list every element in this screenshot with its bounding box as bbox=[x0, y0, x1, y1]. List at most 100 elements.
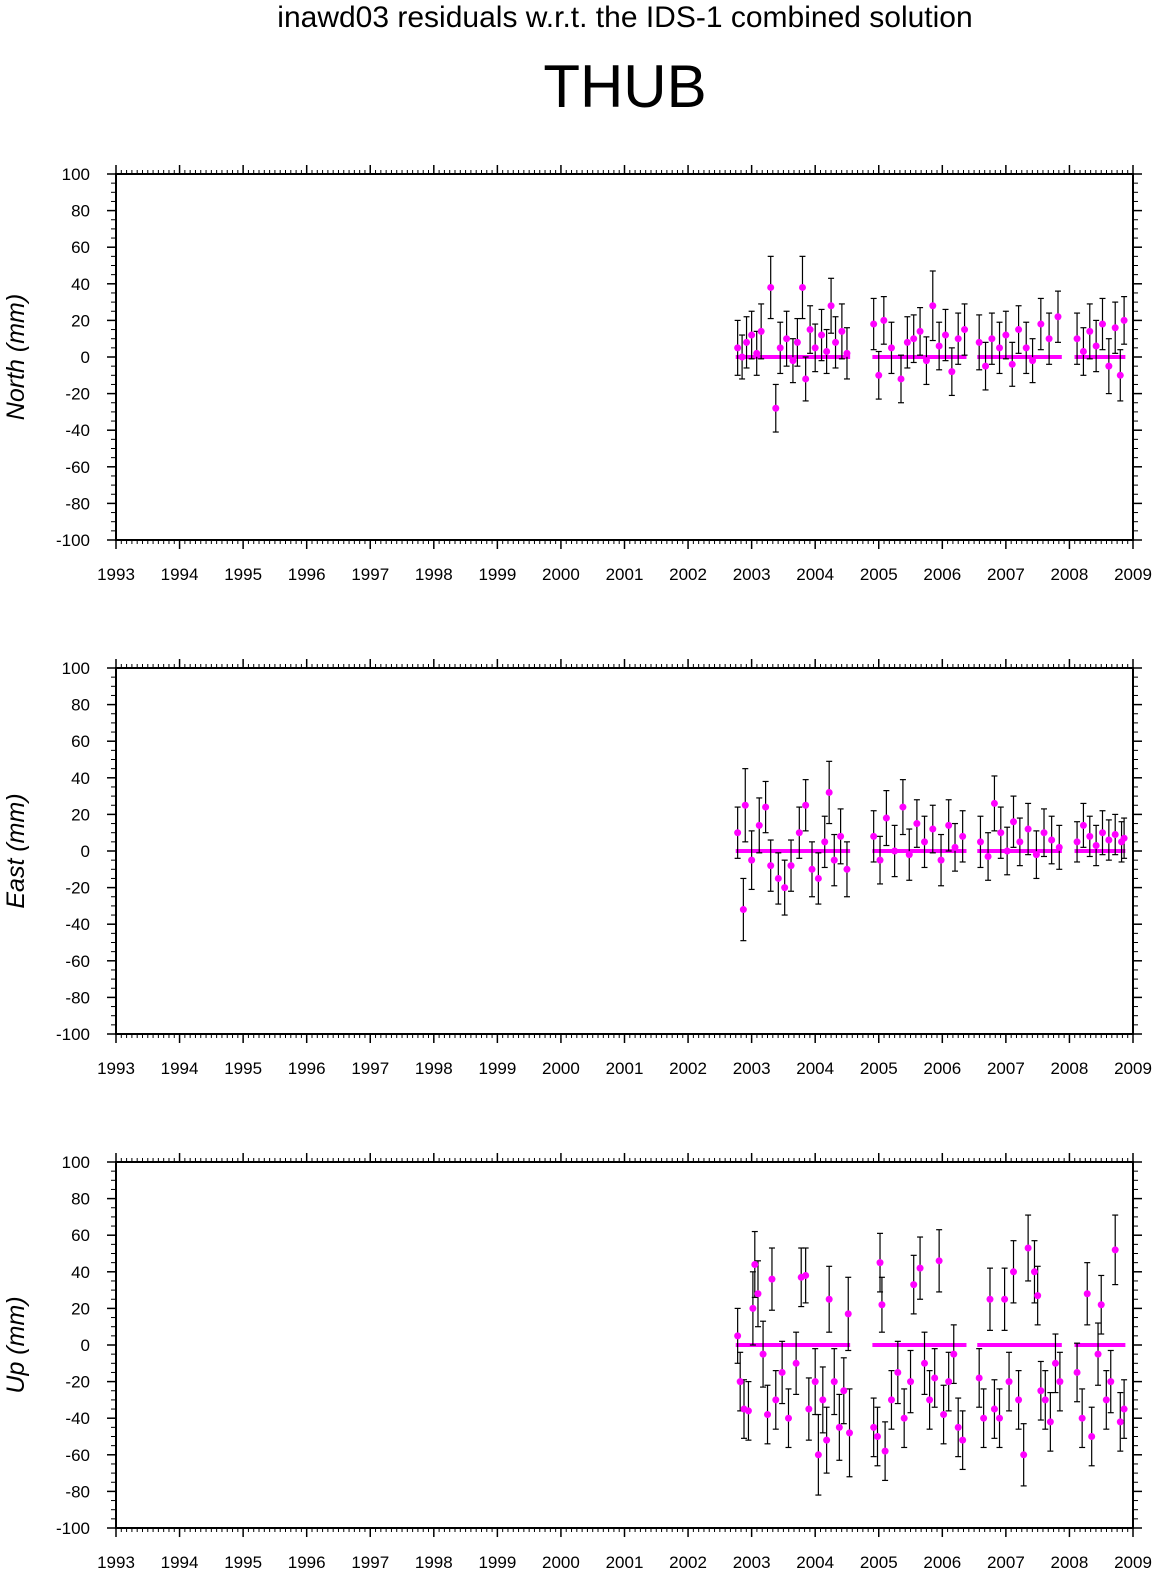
north-data-point bbox=[1008, 360, 1016, 368]
up-y-tick-label: -60 bbox=[65, 1446, 90, 1465]
east-data-point bbox=[741, 801, 749, 809]
up-data-point bbox=[1107, 1378, 1115, 1386]
east-data-point bbox=[921, 838, 929, 846]
east-x-tick-label: 1997 bbox=[351, 1059, 389, 1078]
east-data-point bbox=[1092, 842, 1100, 850]
up-x-tick-label: 2002 bbox=[669, 1553, 707, 1572]
north-x-tick-label: 2008 bbox=[1051, 565, 1089, 584]
up-data-point bbox=[846, 1429, 854, 1437]
east-y-tick-label: 0 bbox=[81, 842, 90, 861]
up-data-point bbox=[734, 1332, 742, 1340]
east-x-tick-label: 2005 bbox=[860, 1059, 898, 1078]
east-x-tick-label: 2004 bbox=[796, 1059, 834, 1078]
east-data-point bbox=[1098, 829, 1106, 837]
east-data-point bbox=[1024, 825, 1032, 833]
north-data-point bbox=[1105, 362, 1113, 370]
up-data-point bbox=[945, 1378, 953, 1386]
east-data-point bbox=[990, 799, 998, 807]
up-x-tick-label: 1998 bbox=[415, 1553, 453, 1572]
north-x-tick-label: 2004 bbox=[796, 565, 834, 584]
up-data-point bbox=[980, 1414, 988, 1422]
up-data-point bbox=[959, 1436, 967, 1444]
up-data-point bbox=[744, 1407, 752, 1415]
figure-subtitle: inawd03 residuals w.r.t. the IDS-1 combi… bbox=[277, 1, 972, 34]
east-x-tick-label: 2002 bbox=[669, 1059, 707, 1078]
up-data-point bbox=[990, 1405, 998, 1413]
north-x-tick-label: 1997 bbox=[351, 565, 389, 584]
up-data-point bbox=[940, 1411, 948, 1419]
east-data-point bbox=[1120, 834, 1128, 842]
up-y-tick-label: -20 bbox=[65, 1373, 90, 1392]
up-data-point bbox=[1005, 1378, 1013, 1386]
up-data-point bbox=[1088, 1433, 1096, 1440]
north-x-tick-label: 1994 bbox=[161, 565, 199, 584]
east-y-tick-label: 60 bbox=[71, 732, 90, 751]
north-y-tick-label: -40 bbox=[65, 421, 90, 440]
north-data-point bbox=[738, 353, 746, 361]
up-data-point bbox=[931, 1374, 939, 1382]
up-data-point bbox=[835, 1423, 843, 1431]
up-data-point bbox=[1015, 1396, 1023, 1404]
north-data-point bbox=[996, 344, 1004, 352]
up-data-point bbox=[1034, 1292, 1042, 1300]
east-data-point bbox=[891, 847, 899, 855]
east-data-point bbox=[734, 829, 742, 837]
north-data-point bbox=[757, 327, 765, 335]
up-data-point bbox=[819, 1396, 827, 1404]
north-y-tick-label: -80 bbox=[65, 494, 90, 513]
north-tick-labels: 1993 1994 1995 1996 1997 1998 1999 2000 2001 2002… bbox=[56, 165, 1152, 584]
north-data-point bbox=[1079, 348, 1087, 356]
up-data-point bbox=[1010, 1268, 1018, 1276]
up-data-point bbox=[1094, 1350, 1102, 1358]
east-data-point bbox=[976, 838, 984, 846]
up-data-point bbox=[1120, 1405, 1128, 1413]
up-data-point bbox=[954, 1423, 962, 1431]
east-data-point bbox=[951, 843, 959, 851]
east-y-tick-label: 40 bbox=[71, 769, 90, 788]
up-x-tick-label: 2009 bbox=[1114, 1553, 1152, 1572]
north-x-tick-label: 2001 bbox=[606, 565, 644, 584]
east-data-point bbox=[876, 856, 884, 864]
east-x-tick-label: 2001 bbox=[606, 1059, 644, 1078]
north-data-point bbox=[988, 335, 996, 343]
north-data-point bbox=[1120, 316, 1128, 324]
up-y-tick-label: 20 bbox=[71, 1299, 90, 1318]
up-data-point bbox=[814, 1451, 822, 1459]
north-x-tick-label: 1996 bbox=[288, 565, 326, 584]
up-x-tick-label: 2005 bbox=[860, 1553, 898, 1572]
north-x-tick-label: 1998 bbox=[415, 565, 453, 584]
north-x-tick-label: 2007 bbox=[987, 565, 1025, 584]
up-data-point bbox=[802, 1271, 810, 1279]
up-data-marks bbox=[734, 1214, 1128, 1496]
north-data-point bbox=[935, 342, 943, 350]
north-data-point bbox=[929, 302, 937, 310]
up-x-tick-label: 1993 bbox=[97, 1553, 135, 1572]
north-data-point bbox=[1029, 357, 1037, 365]
north-data-point bbox=[897, 375, 905, 383]
up-data-point bbox=[778, 1368, 786, 1376]
east-x-tick-label: 2003 bbox=[733, 1059, 771, 1078]
east-data-point bbox=[1105, 836, 1113, 844]
up-data-point bbox=[878, 1301, 886, 1309]
up-x-tick-label: 2006 bbox=[923, 1553, 961, 1572]
north-data-point bbox=[880, 316, 888, 324]
east-data-point bbox=[1010, 818, 1018, 826]
up-x-tick-label: 1994 bbox=[161, 1553, 199, 1572]
north-axes bbox=[107, 165, 1142, 549]
up-data-point bbox=[1102, 1396, 1110, 1404]
up-x-tick-label: 1997 bbox=[351, 1553, 389, 1572]
north-data-point bbox=[1037, 320, 1045, 328]
east-panel: 1993 1994 1995 1996 1997 1998 1999 2000 2001 2002… bbox=[2, 659, 1152, 1078]
up-data-point bbox=[975, 1374, 983, 1382]
east-data-point bbox=[1048, 836, 1056, 844]
north-data-point bbox=[1015, 326, 1023, 334]
north-data-point bbox=[767, 283, 775, 291]
east-x-tick-label: 1996 bbox=[288, 1059, 326, 1078]
north-data-point bbox=[954, 335, 962, 343]
up-panel: 1993 1994 1995 1996 1997 1998 1999 2000 2001 2002… bbox=[2, 1153, 1152, 1572]
up-data-point bbox=[894, 1368, 902, 1376]
north-data-point bbox=[793, 338, 801, 346]
east-x-tick-label: 2008 bbox=[1051, 1059, 1089, 1078]
east-data-marks bbox=[734, 760, 1128, 942]
figure-title: THUB bbox=[543, 53, 706, 120]
